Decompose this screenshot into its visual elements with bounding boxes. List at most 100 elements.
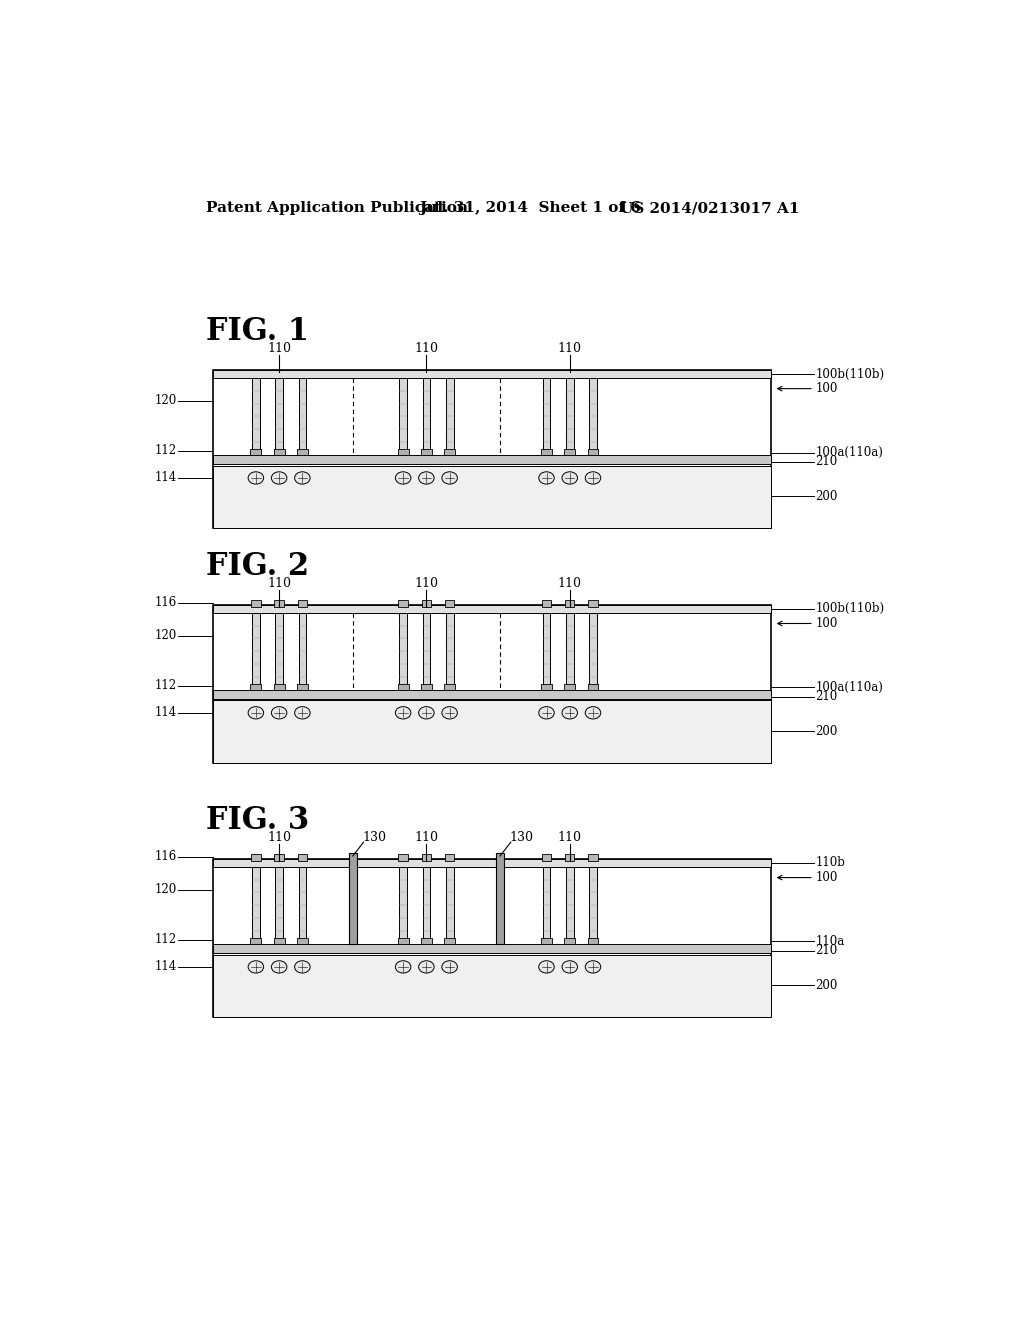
Ellipse shape	[395, 961, 411, 973]
Polygon shape	[297, 939, 308, 944]
Polygon shape	[542, 854, 551, 861]
Polygon shape	[252, 612, 260, 689]
Text: 110: 110	[267, 577, 291, 590]
Text: 114: 114	[155, 706, 177, 719]
Text: 110: 110	[415, 342, 438, 355]
Text: FIG. 2: FIG. 2	[206, 550, 308, 582]
Ellipse shape	[586, 706, 601, 719]
Polygon shape	[274, 854, 284, 861]
Polygon shape	[213, 944, 771, 953]
Polygon shape	[444, 449, 455, 455]
Ellipse shape	[248, 471, 263, 484]
Polygon shape	[213, 466, 771, 528]
Polygon shape	[252, 867, 260, 944]
Text: 100b(110b): 100b(110b)	[815, 367, 885, 380]
Polygon shape	[564, 684, 575, 689]
Polygon shape	[399, 612, 407, 689]
Polygon shape	[273, 939, 285, 944]
Polygon shape	[423, 867, 430, 944]
Polygon shape	[564, 939, 575, 944]
Text: 112: 112	[155, 933, 177, 946]
Ellipse shape	[271, 471, 287, 484]
Polygon shape	[299, 378, 306, 455]
Polygon shape	[213, 605, 771, 612]
Polygon shape	[422, 854, 431, 861]
Polygon shape	[398, 599, 408, 607]
Polygon shape	[566, 867, 573, 944]
Polygon shape	[422, 599, 431, 607]
Polygon shape	[421, 939, 432, 944]
Polygon shape	[274, 599, 284, 607]
Polygon shape	[588, 939, 598, 944]
Text: FIG. 3: FIG. 3	[206, 805, 309, 836]
Text: 100: 100	[815, 871, 838, 884]
Polygon shape	[541, 684, 552, 689]
Polygon shape	[565, 599, 574, 607]
Text: 112: 112	[155, 445, 177, 458]
Polygon shape	[445, 867, 454, 944]
Polygon shape	[275, 612, 283, 689]
Ellipse shape	[395, 706, 411, 719]
Text: 110: 110	[415, 832, 438, 843]
Polygon shape	[564, 449, 575, 455]
Polygon shape	[297, 684, 308, 689]
Polygon shape	[541, 939, 552, 944]
Ellipse shape	[442, 706, 458, 719]
Polygon shape	[397, 939, 409, 944]
Polygon shape	[298, 854, 307, 861]
Polygon shape	[423, 378, 430, 455]
Polygon shape	[349, 853, 356, 944]
Text: 112: 112	[155, 680, 177, 693]
Polygon shape	[421, 449, 432, 455]
Ellipse shape	[562, 471, 578, 484]
Text: 110b: 110b	[815, 857, 845, 870]
Polygon shape	[275, 867, 283, 944]
Ellipse shape	[586, 961, 601, 973]
Polygon shape	[542, 599, 551, 607]
Polygon shape	[399, 378, 407, 455]
Text: 110: 110	[267, 342, 291, 355]
Text: 110a: 110a	[815, 935, 845, 948]
Ellipse shape	[271, 961, 287, 973]
Polygon shape	[299, 612, 306, 689]
Polygon shape	[588, 684, 598, 689]
Text: Patent Application Publication: Patent Application Publication	[206, 202, 468, 215]
Ellipse shape	[442, 961, 458, 973]
Polygon shape	[445, 599, 455, 607]
Text: 120: 120	[155, 395, 177, 408]
Ellipse shape	[586, 471, 601, 484]
Polygon shape	[273, 684, 285, 689]
Polygon shape	[445, 854, 455, 861]
Polygon shape	[541, 449, 552, 455]
Ellipse shape	[248, 961, 263, 973]
Polygon shape	[213, 455, 771, 465]
Text: 110: 110	[415, 577, 438, 590]
Text: 100: 100	[815, 381, 838, 395]
Ellipse shape	[562, 961, 578, 973]
Ellipse shape	[562, 706, 578, 719]
Text: FIG. 1: FIG. 1	[206, 317, 308, 347]
Polygon shape	[252, 378, 260, 455]
Polygon shape	[298, 599, 307, 607]
Polygon shape	[251, 684, 261, 689]
Ellipse shape	[539, 961, 554, 973]
Ellipse shape	[419, 961, 434, 973]
Polygon shape	[565, 854, 574, 861]
Polygon shape	[496, 853, 504, 944]
Text: 130: 130	[362, 832, 386, 843]
Ellipse shape	[539, 706, 554, 719]
Text: 200: 200	[815, 725, 838, 738]
Polygon shape	[566, 378, 573, 455]
Polygon shape	[213, 370, 771, 378]
Text: 200: 200	[815, 979, 838, 991]
Ellipse shape	[395, 471, 411, 484]
Ellipse shape	[271, 706, 287, 719]
Polygon shape	[566, 612, 573, 689]
Polygon shape	[251, 939, 261, 944]
Text: 210: 210	[815, 944, 838, 957]
Polygon shape	[251, 449, 261, 455]
Ellipse shape	[248, 706, 263, 719]
Text: 110: 110	[558, 832, 582, 843]
Polygon shape	[251, 599, 260, 607]
Text: 114: 114	[155, 471, 177, 484]
